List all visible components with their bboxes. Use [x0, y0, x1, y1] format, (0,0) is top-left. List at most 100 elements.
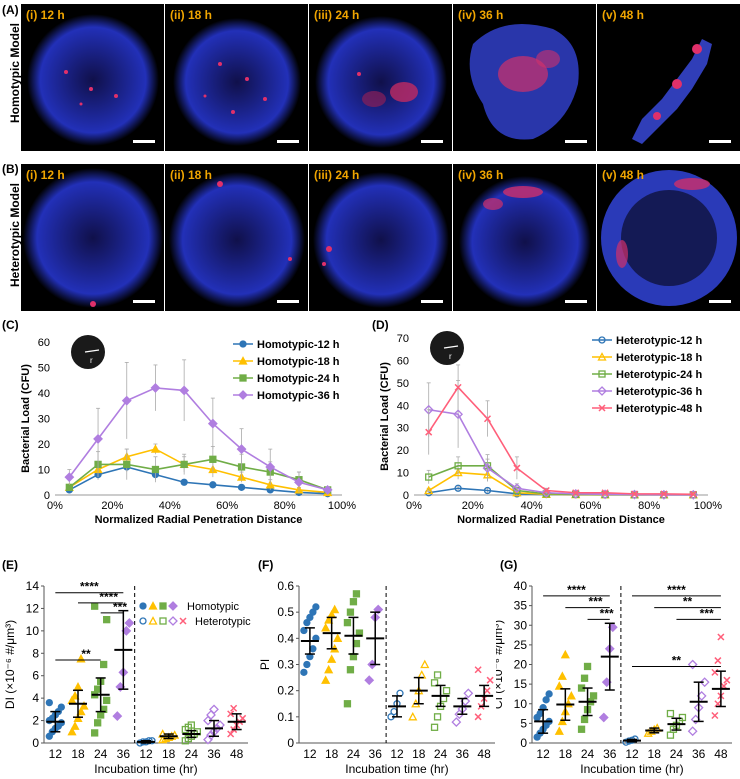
data-point	[73, 713, 83, 722]
data-point	[589, 692, 598, 700]
data-point	[330, 604, 340, 614]
data-point	[483, 415, 492, 423]
data-point	[453, 409, 464, 420]
data-point	[150, 444, 161, 453]
y-tick-label: 0.5	[277, 605, 294, 619]
y-tick-label: 50	[397, 378, 409, 390]
y-tick-label: 2	[32, 714, 39, 728]
legend-label: Homotypic-12 h	[257, 339, 340, 351]
legend-marker	[239, 374, 247, 382]
y-axis-label: Bacterial Load (CFU)	[20, 364, 32, 473]
data-point	[180, 460, 188, 469]
data-point	[453, 467, 463, 477]
data-point	[100, 660, 108, 669]
y-tick-label: 50	[38, 363, 50, 375]
data-point	[699, 677, 710, 688]
x-tick-label: 100%	[328, 500, 356, 512]
series-line	[68, 458, 328, 491]
legend-marker	[597, 386, 607, 396]
data-point	[390, 707, 398, 716]
data-point	[433, 671, 442, 679]
data-point	[343, 700, 352, 708]
data-point	[239, 714, 247, 722]
x-tick-label: 18	[71, 747, 85, 761]
y-tick-label: 6	[32, 669, 39, 683]
data-point	[324, 615, 334, 624]
data-point	[70, 721, 80, 730]
data-point	[717, 633, 725, 641]
x-tick-label: 24	[434, 747, 448, 761]
series-line	[428, 408, 694, 496]
data-point	[474, 713, 482, 721]
data-point	[474, 666, 482, 674]
scale-bar	[277, 140, 299, 143]
data-point	[265, 462, 276, 472]
legend-label: Heterotypic-18 h	[616, 352, 702, 364]
panel-label-e: (E)	[2, 558, 18, 572]
series-line	[68, 448, 328, 494]
data-point	[687, 726, 698, 737]
significance-stars: **	[672, 653, 682, 667]
panel-label-d: (D)	[372, 318, 389, 332]
data-point	[666, 731, 675, 739]
data-point	[425, 428, 433, 436]
y-axis-label: Bacterial Load (CFU)	[379, 362, 391, 471]
data-point	[346, 666, 355, 674]
scale-bar	[709, 140, 731, 143]
row-label-homotypic: Homotypic Model	[8, 23, 22, 124]
y-tick-label: 35	[514, 599, 528, 613]
y-tick-label: 60	[38, 337, 50, 349]
data-point	[666, 709, 675, 718]
data-point	[170, 730, 180, 739]
panel-label-g: (G)	[500, 558, 518, 572]
data-point	[103, 696, 111, 705]
legend-marker	[148, 601, 158, 610]
y-tick-label: 10	[397, 468, 409, 480]
x-tick-label: 12	[49, 747, 63, 761]
data-point	[333, 633, 343, 642]
data-point	[322, 484, 333, 495]
image-homotypic-24h: (iii) 24 h	[309, 4, 452, 151]
data-point	[73, 682, 83, 691]
data-point	[45, 698, 53, 707]
y-tick-label: 4	[32, 691, 39, 705]
x-tick-label: 24	[347, 747, 361, 761]
data-point	[237, 483, 246, 492]
data-point	[91, 729, 99, 737]
image-label: (i) 12 h	[26, 168, 65, 182]
series-line	[428, 465, 694, 496]
data-point	[454, 462, 462, 470]
x-axis-label: Incubation time (hr)	[94, 762, 197, 776]
data-point	[542, 486, 550, 495]
y-tick-label: 0.4	[277, 631, 294, 645]
y-tick-label: 25	[514, 638, 528, 652]
data-point	[513, 464, 521, 472]
x-tick-label: 0%	[47, 500, 63, 512]
data-point	[454, 484, 462, 492]
data-point	[420, 659, 430, 669]
panel-label-f: (F)	[258, 558, 274, 572]
data-point	[180, 478, 188, 486]
scale-bar	[565, 300, 587, 303]
x-tick-label: 40%	[159, 500, 181, 512]
data-point	[79, 701, 89, 710]
y-tick-label: 0.2	[277, 684, 294, 698]
data-point	[689, 490, 697, 498]
y-tick-label: 0.6	[277, 579, 294, 593]
data-point	[566, 691, 576, 700]
y-tick-label: 70	[397, 333, 409, 345]
row-label-heterotypic: Heterotypic Model	[8, 183, 22, 288]
data-point	[577, 725, 586, 733]
x-tick-label: 12	[390, 747, 404, 761]
data-point	[424, 485, 434, 495]
data-point	[483, 687, 491, 695]
data-point	[103, 615, 111, 624]
x-tick-label: 20%	[462, 500, 484, 512]
y-tick-label: 40	[38, 388, 50, 400]
radius-arrow	[443, 345, 459, 349]
image-heterotypic-48h: (v) 48 h	[597, 164, 740, 311]
significance-stars: **	[683, 595, 693, 609]
x-tick-label: 12	[303, 747, 317, 761]
data-point	[542, 696, 550, 704]
